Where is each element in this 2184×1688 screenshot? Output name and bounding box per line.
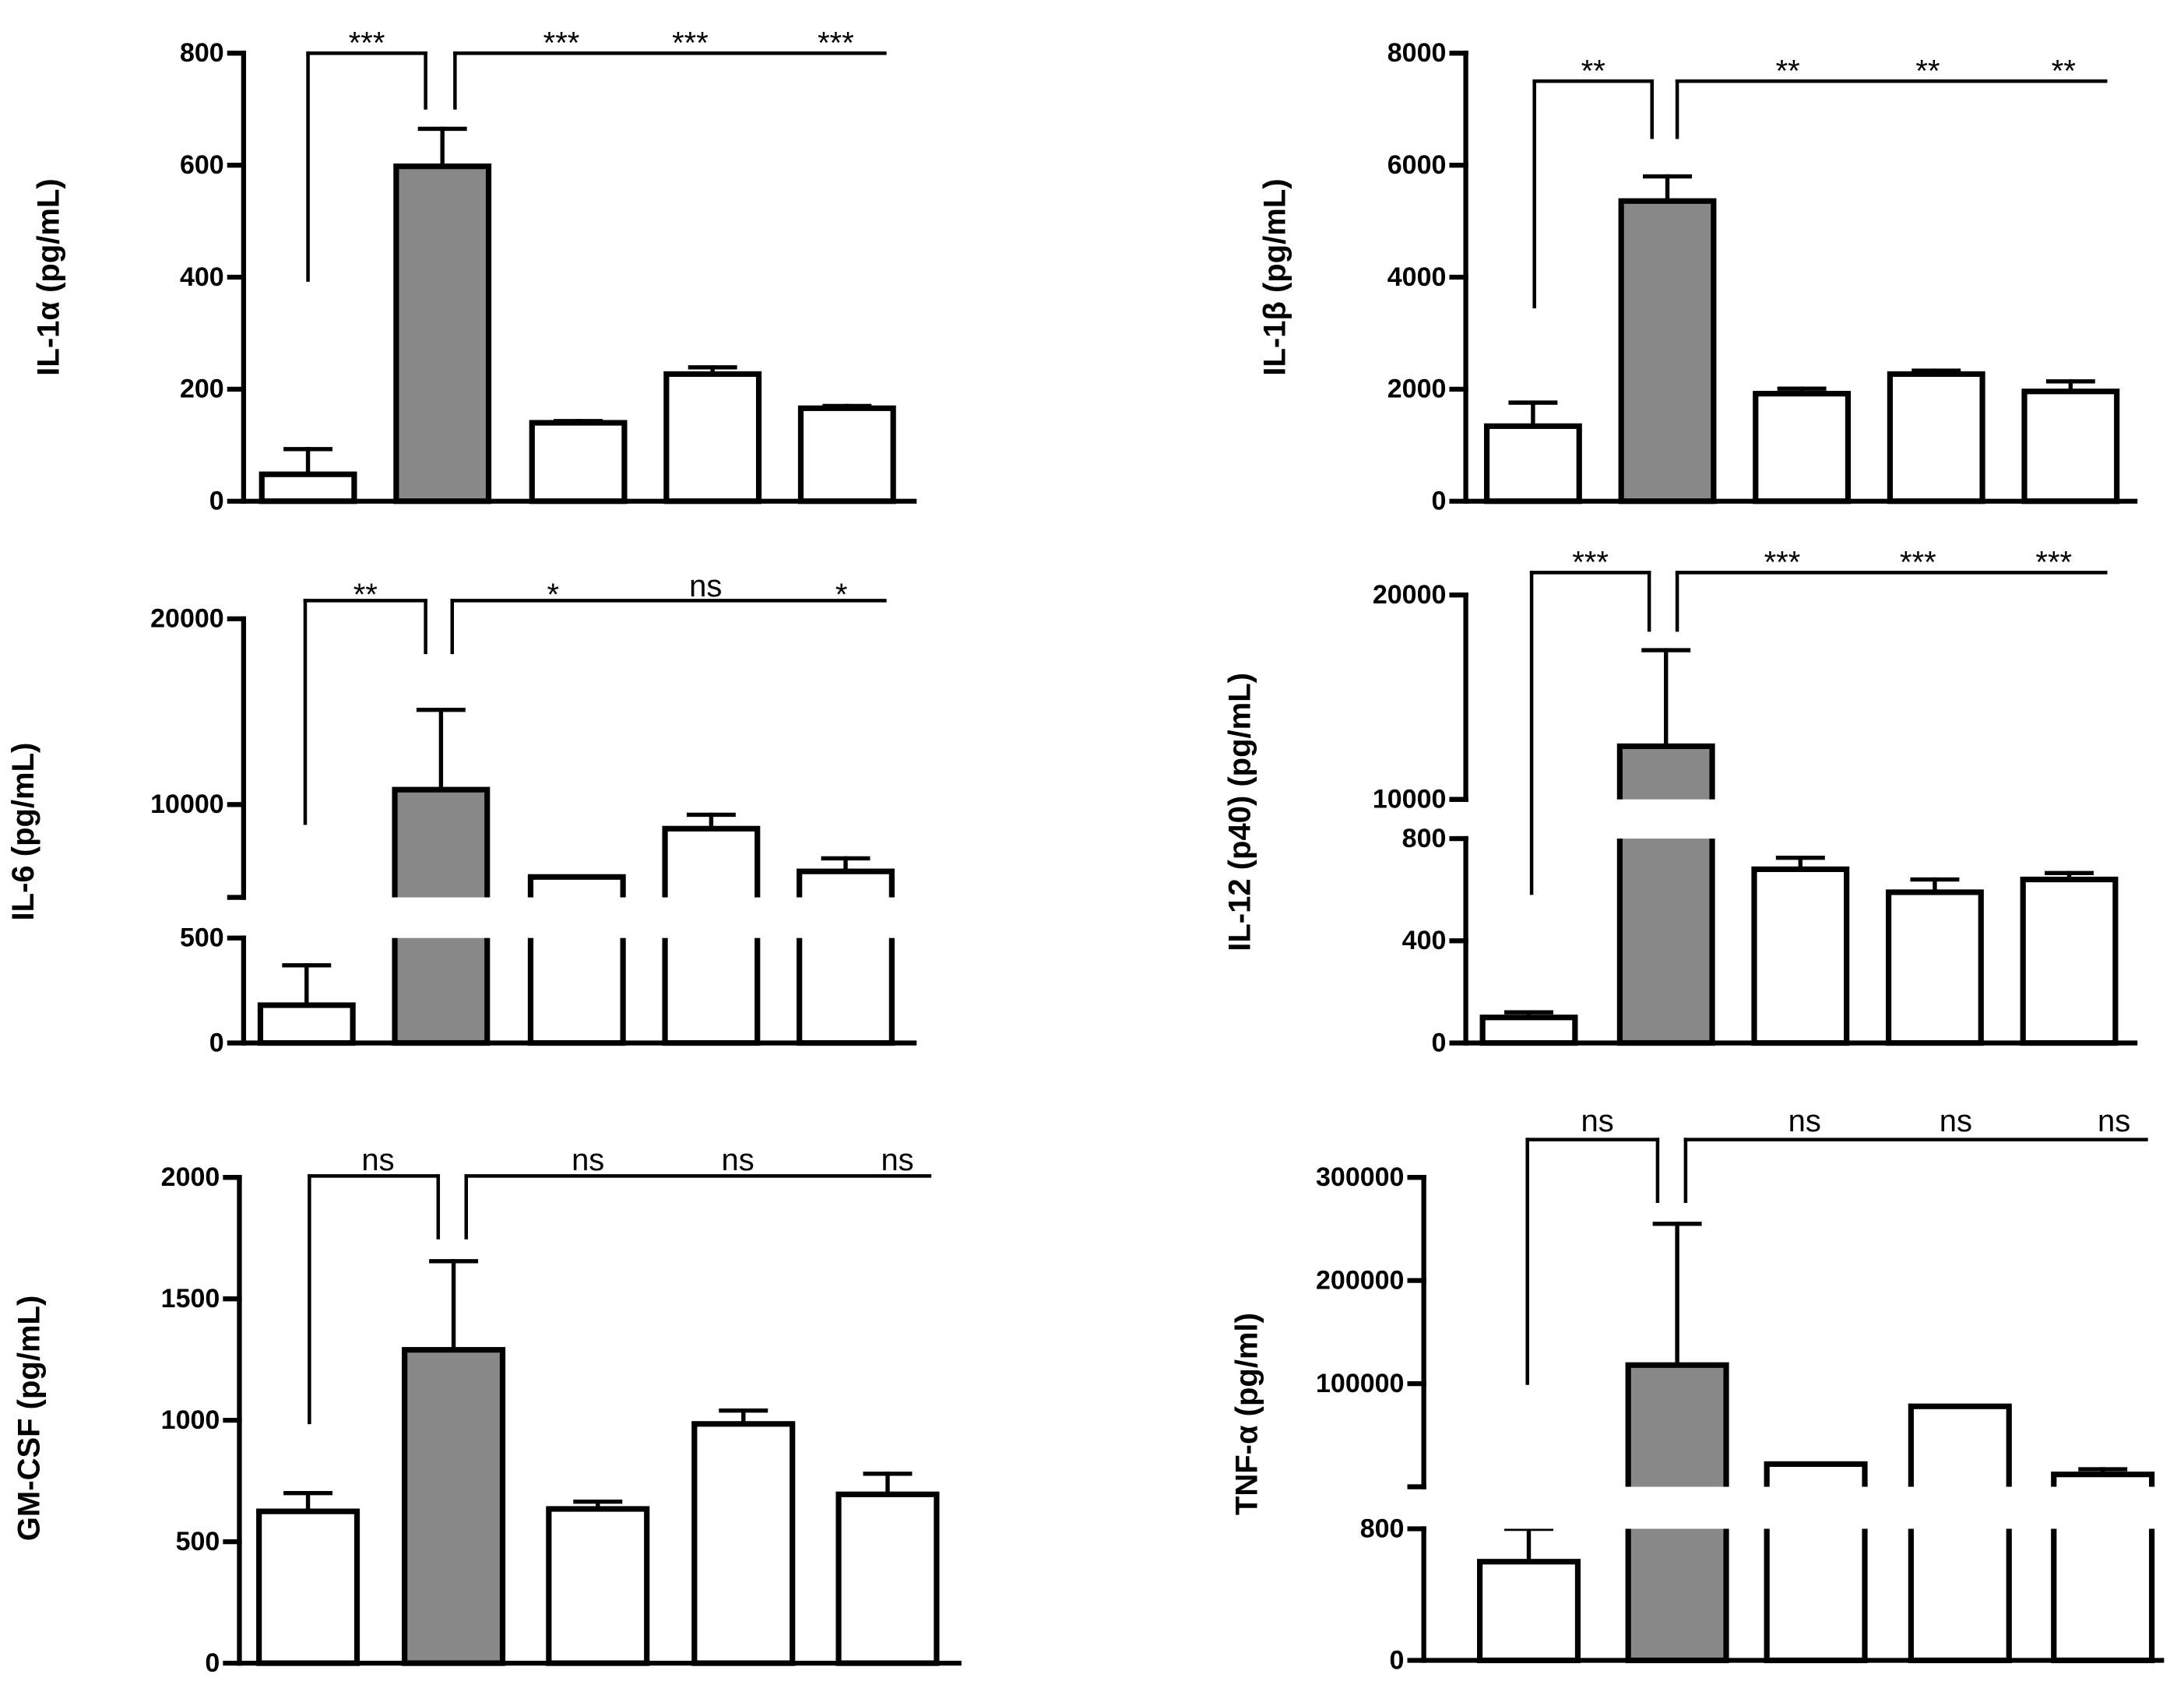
bar bbox=[2020, 876, 2119, 1046]
bar bbox=[529, 420, 628, 505]
y-tick-label: 100000 bbox=[1316, 1369, 1404, 1398]
bar bbox=[1483, 423, 1582, 505]
significance-label: ns bbox=[1581, 1104, 1613, 1138]
significance-label: ns bbox=[571, 1143, 604, 1177]
bar-highlight bbox=[402, 1347, 506, 1666]
bar bbox=[1887, 371, 1985, 505]
panel-gmcsf: 0 500 1000 1500 2000 ns ns ns ns GM-CSF (pg/mL) bbox=[12, 1143, 962, 1678]
bar bbox=[835, 1491, 940, 1666]
panel-tnfa: 0 800 100000 200000 300000 ns ns ns ns TNF-α (pg/… bbox=[1230, 1104, 2166, 1675]
y-tick-label: 0 bbox=[1431, 487, 1446, 516]
y-tick-label: 0 bbox=[205, 1648, 220, 1678]
significance-label: ns bbox=[881, 1143, 913, 1177]
y-tick-label: 500 bbox=[180, 923, 224, 953]
y-tick-label: 400 bbox=[1402, 926, 1447, 955]
axis-break-gap bbox=[1469, 799, 2140, 839]
significance-label: ** bbox=[1915, 54, 1940, 88]
bar bbox=[691, 1421, 796, 1666]
axis-break-gap bbox=[1428, 1486, 2166, 1529]
y-axis-title: GM-CSF (pg/mL) bbox=[12, 1296, 46, 1542]
panel-il1b: 0 2000 4000 6000 8000 ** ** ** ** IL-1β (pg/mL) bbox=[1258, 38, 2138, 516]
bar bbox=[257, 1002, 356, 1046]
significance-label: *** bbox=[1572, 545, 1609, 579]
significance-label: ns bbox=[1788, 1104, 1821, 1138]
significance-label: * bbox=[547, 578, 559, 612]
y-tick-label: 0 bbox=[209, 1028, 224, 1057]
significance-label: *** bbox=[1764, 545, 1801, 579]
significance-label: ** bbox=[1581, 54, 1605, 88]
significance-label: *** bbox=[672, 26, 709, 60]
significance-label: ns bbox=[1940, 1104, 1972, 1138]
bar bbox=[1886, 889, 1984, 1046]
y-tick-label: 200000 bbox=[1316, 1265, 1404, 1295]
y-tick-label: 2000 bbox=[1387, 375, 1447, 404]
significance-label: ns bbox=[721, 1143, 754, 1177]
y-axis-title: IL-1β (pg/mL) bbox=[1258, 178, 1292, 375]
y-axis-title: IL-12 (p40) (pg/mL) bbox=[1223, 673, 1257, 951]
y-tick-label: 20000 bbox=[150, 604, 224, 634]
y-tick-label: 800 bbox=[180, 38, 224, 68]
bar bbox=[1751, 866, 1850, 1046]
y-tick-label: 200 bbox=[180, 375, 224, 404]
bar bbox=[258, 471, 357, 505]
significance-label: ns bbox=[361, 1143, 394, 1177]
bar bbox=[546, 1506, 650, 1666]
bar bbox=[797, 868, 895, 1046]
y-axis-title: IL-1α (pg/mL) bbox=[32, 178, 66, 375]
bar bbox=[1479, 1015, 1578, 1046]
y-tick-label: 600 bbox=[180, 150, 224, 180]
panel-il1a: 0 200 400 600 800 *** *** *** *** IL-1α (pg/mL) bbox=[32, 26, 917, 516]
significance-label: *** bbox=[1900, 545, 1936, 579]
bar bbox=[797, 405, 896, 505]
bar-highlight bbox=[1616, 743, 1715, 1046]
y-axis-title: IL-6 (pg/mL) bbox=[6, 743, 40, 921]
y-tick-label: 1000 bbox=[161, 1405, 220, 1435]
bar bbox=[256, 1508, 360, 1666]
significance-label: *** bbox=[349, 26, 385, 60]
bar bbox=[663, 371, 762, 505]
bar bbox=[1753, 391, 1852, 505]
significance-label: *** bbox=[543, 26, 580, 60]
y-tick-label: 0 bbox=[1390, 1645, 1405, 1675]
significance-label: ns bbox=[2098, 1104, 2130, 1138]
y-axis-title: TNF-α (pg/ml) bbox=[1230, 1313, 1264, 1515]
y-tick-label: 1500 bbox=[161, 1284, 220, 1313]
y-tick-label: 4000 bbox=[1387, 262, 1447, 292]
bar bbox=[2021, 389, 2120, 505]
y-tick-label: 2000 bbox=[161, 1162, 220, 1192]
y-tick-label: 8000 bbox=[1387, 38, 1447, 68]
y-tick-label: 10000 bbox=[1373, 784, 1447, 814]
significance-label: ns bbox=[689, 569, 722, 603]
significance-label: *** bbox=[2035, 545, 2072, 579]
y-tick-label: 10000 bbox=[150, 789, 224, 819]
bar bbox=[1908, 1403, 2012, 1664]
bar-highlight bbox=[1618, 198, 1717, 505]
y-tick-label: 6000 bbox=[1387, 150, 1447, 180]
y-tick-label: 0 bbox=[209, 487, 224, 516]
panel-il12: 0 400 800 10000 20000 *** *** *** *** IL-12 (p40)… bbox=[1223, 545, 2140, 1057]
bar-highlight bbox=[393, 164, 492, 505]
y-tick-label: 500 bbox=[176, 1527, 220, 1556]
significance-label: ** bbox=[1776, 54, 1800, 88]
y-tick-label: 800 bbox=[1402, 824, 1447, 853]
significance-label: * bbox=[835, 578, 848, 612]
significance-label: ** bbox=[2052, 54, 2076, 88]
y-tick-label: 20000 bbox=[1373, 580, 1447, 610]
y-tick-label: 0 bbox=[1431, 1028, 1446, 1057]
y-tick-label: 400 bbox=[180, 262, 224, 292]
y-tick-label: 300000 bbox=[1316, 1162, 1404, 1192]
significance-label: ** bbox=[353, 578, 378, 612]
y-tick-label: 800 bbox=[1360, 1514, 1405, 1543]
significance-label: *** bbox=[818, 26, 854, 60]
bar bbox=[1476, 1559, 1581, 1664]
axis-break-gap bbox=[248, 897, 919, 938]
